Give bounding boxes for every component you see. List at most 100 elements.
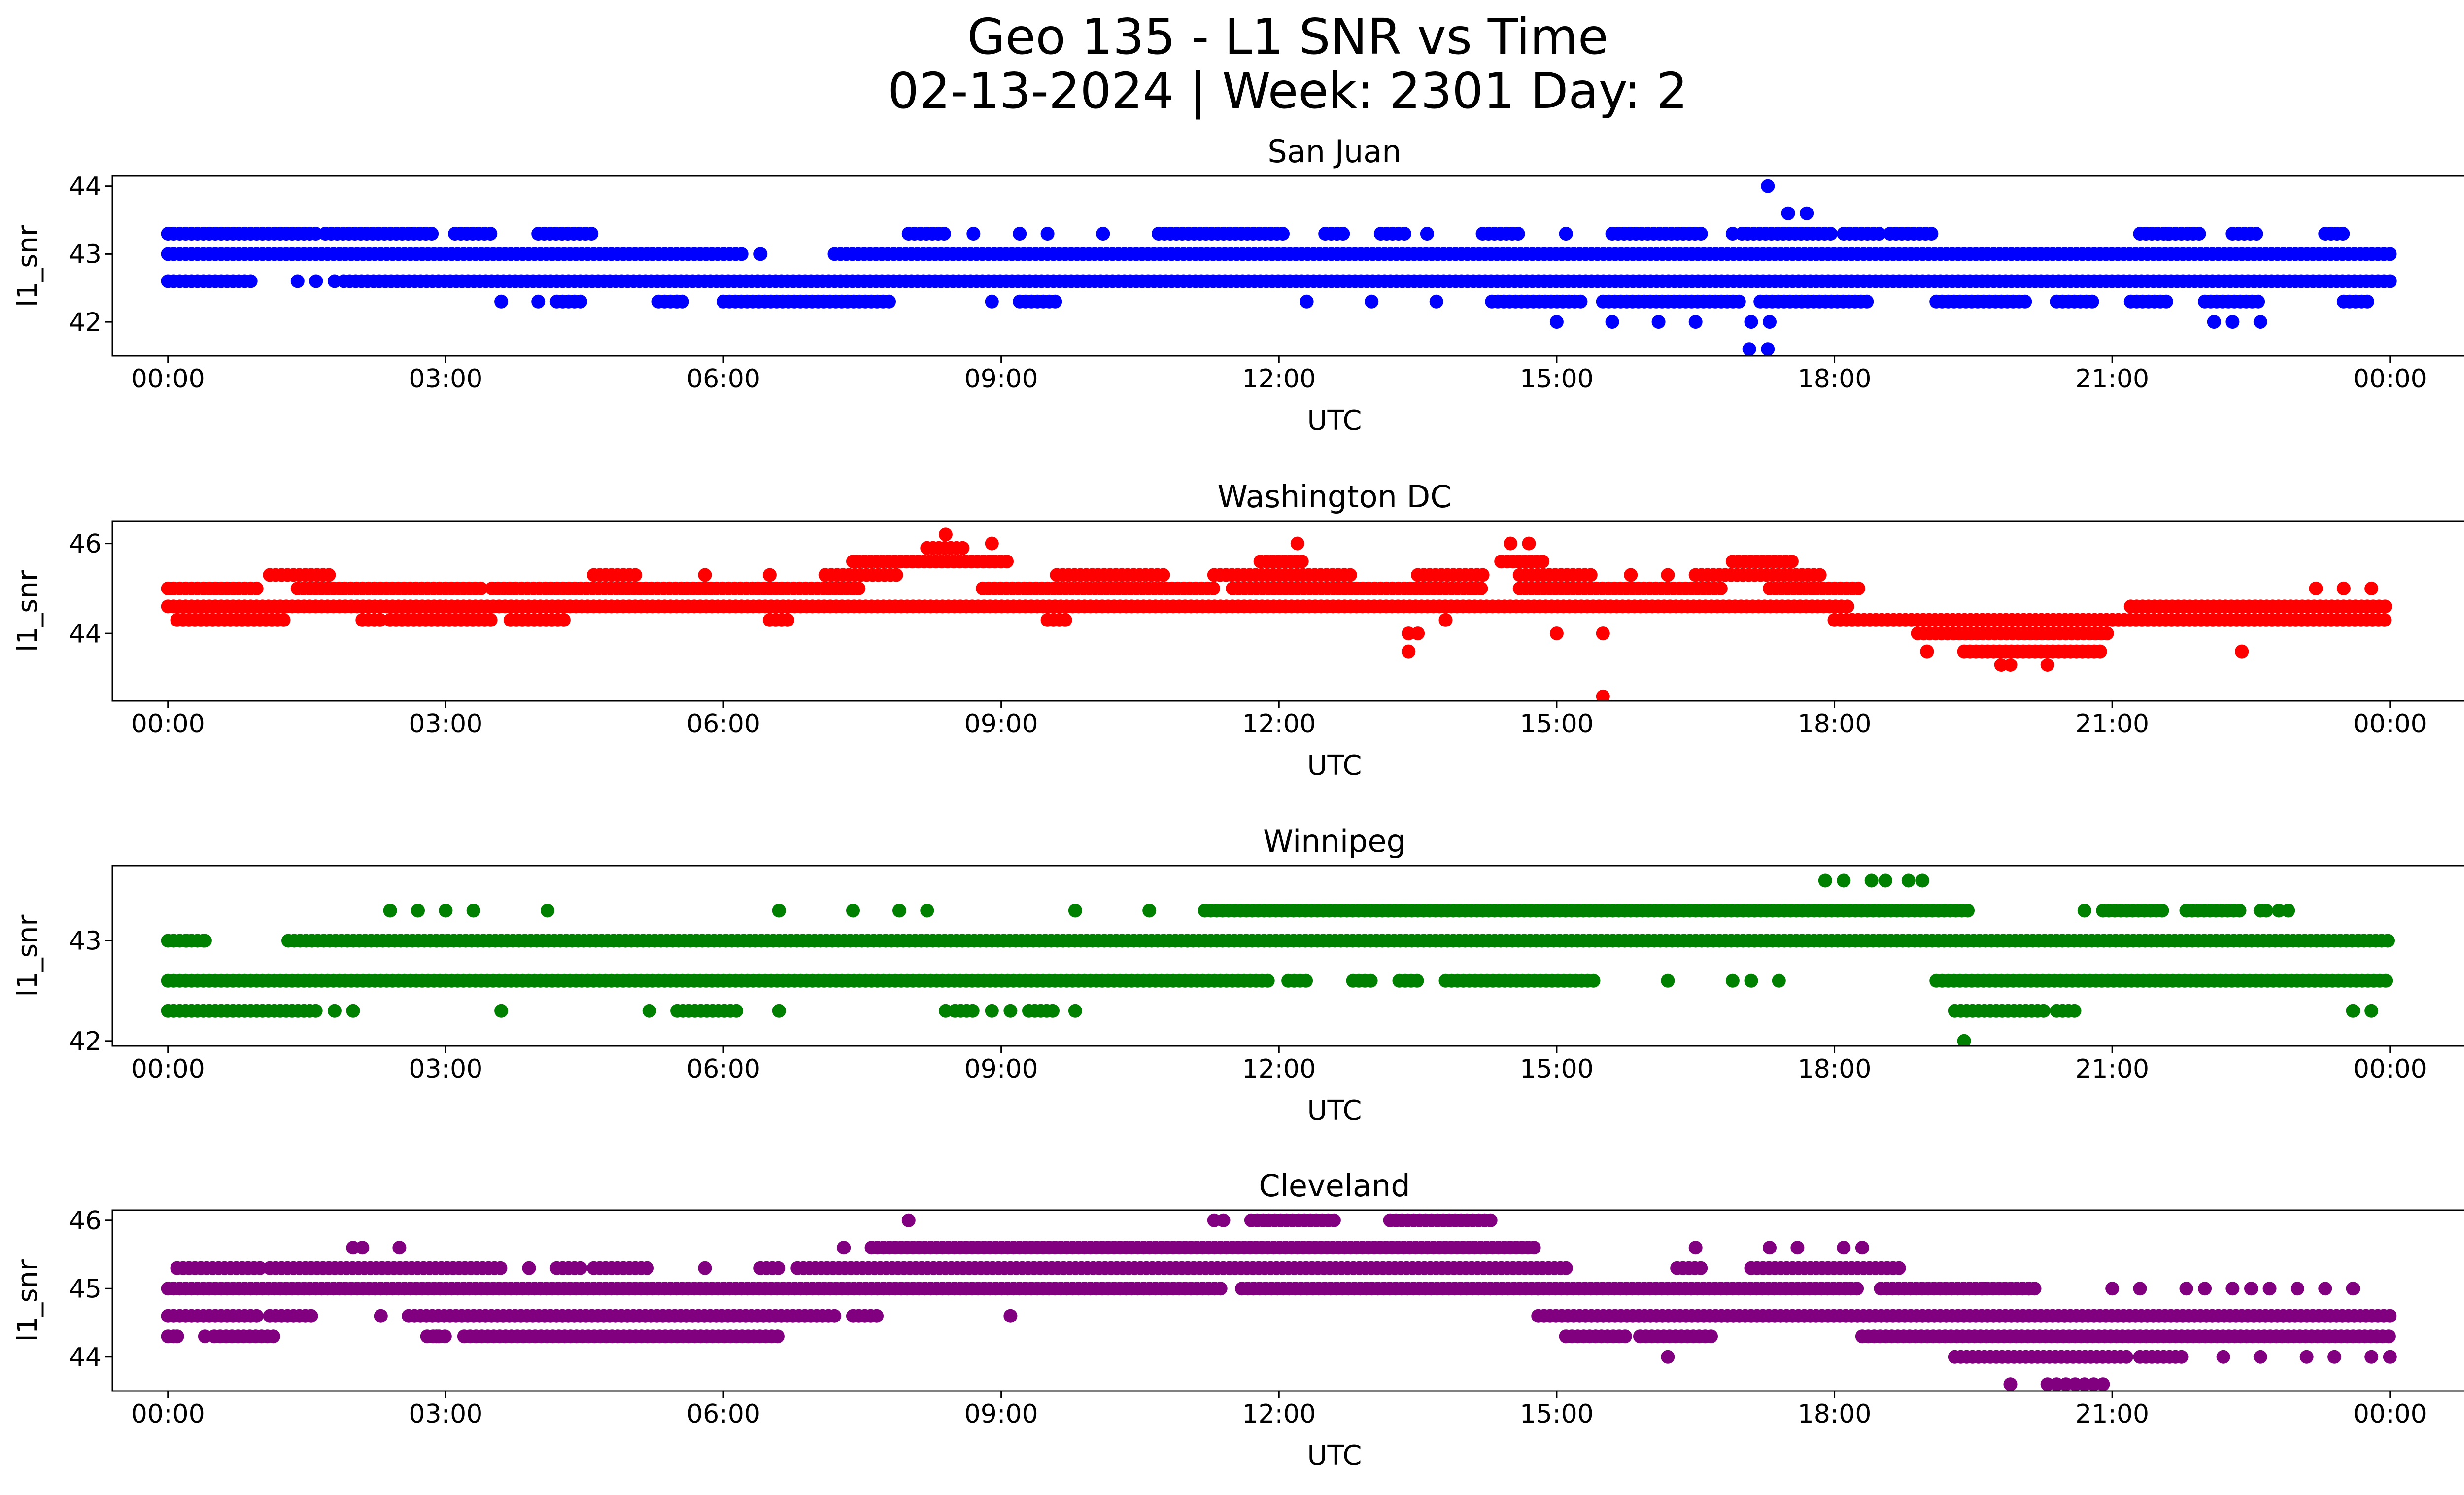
data-point (1763, 315, 1777, 329)
data-point (2119, 1350, 2133, 1364)
x-tick-label: 06:00 (686, 709, 760, 739)
data-point (1840, 599, 1854, 614)
data-point (483, 613, 498, 627)
data-point (355, 1241, 370, 1255)
figure-subtitle: 02-13-2024 | Week: 2301 Day: 2 (888, 62, 1688, 120)
data-point (852, 581, 866, 595)
figure-title: Geo 135 - L1 SNR vs Time (967, 8, 1608, 66)
data-point (1818, 873, 1832, 888)
x-tick-label: 00:00 (131, 709, 205, 739)
data-point (2281, 904, 2295, 918)
data-point (870, 1309, 884, 1323)
data-point (1504, 536, 1517, 551)
data-point (920, 904, 934, 918)
data-point (1694, 227, 1708, 241)
data-point (2192, 227, 2206, 241)
data-point (985, 294, 999, 309)
data-point (772, 904, 786, 918)
y-axis-label: l1_snr (12, 1259, 44, 1342)
x-tick-label: 15:00 (1520, 709, 1594, 739)
data-point (1536, 555, 1550, 569)
data-point (1299, 973, 1313, 988)
x-tick-label: 00:00 (2353, 1054, 2427, 1084)
data-point (1295, 555, 1309, 569)
data-point (2336, 227, 2350, 241)
data-point (2249, 227, 2263, 241)
data-point (1474, 581, 1488, 595)
data-point (2346, 1004, 2360, 1018)
data-point (1411, 626, 1425, 641)
data-point (1261, 973, 1275, 988)
data-point (1483, 1213, 1498, 1227)
data-point (772, 1004, 786, 1018)
data-point (1327, 1213, 1341, 1227)
data-point (2155, 904, 2169, 918)
data-point (2225, 1282, 2240, 1296)
data-point (1549, 626, 1564, 641)
data-point (309, 274, 323, 288)
x-axis-label: UTC (1307, 750, 1362, 782)
data-point (1823, 227, 1838, 241)
data-point (1605, 315, 1619, 329)
data-point (1851, 581, 1865, 595)
x-tick-label: 06:00 (686, 1399, 760, 1429)
data-point (2244, 1282, 2258, 1296)
data-point (1837, 873, 1851, 888)
data-point (425, 227, 439, 241)
data-point (1837, 1241, 1851, 1255)
data-point (640, 1261, 654, 1275)
x-tick-label: 18:00 (1798, 709, 1872, 739)
y-tick-label: 44 (69, 619, 102, 649)
x-tick-label: 12:00 (1242, 364, 1316, 394)
data-point (1343, 568, 1357, 582)
data-point (889, 568, 903, 582)
data-point (2105, 1282, 2120, 1296)
x-tick-label: 09:00 (964, 709, 1038, 739)
data-point (1976, 1282, 1990, 1296)
data-point (1549, 315, 1564, 329)
data-point (1763, 1241, 1777, 1255)
subplot-title: Washington DC (1217, 479, 1451, 515)
data-point (2360, 294, 2374, 309)
data-point (1892, 1261, 1906, 1275)
data-point (2336, 581, 2351, 595)
data-point (429, 1329, 444, 1344)
data-point (1046, 1004, 1060, 1018)
data-point (373, 613, 387, 627)
data-point (2364, 581, 2379, 595)
data-point (2235, 644, 2249, 659)
x-tick-label: 03:00 (409, 364, 482, 394)
data-point (1618, 1329, 1632, 1344)
data-point (1813, 568, 1827, 582)
x-tick-label: 15:00 (1520, 364, 1594, 394)
data-point (2377, 613, 2392, 627)
data-point (1420, 227, 1434, 241)
data-point (2040, 658, 2054, 672)
data-point (383, 904, 397, 918)
axes-frame (111, 175, 2464, 357)
data-point (494, 294, 509, 309)
y-tick-label: 42 (69, 1027, 102, 1056)
data-point (698, 568, 712, 582)
data-point (2251, 294, 2265, 309)
data-point (770, 1329, 785, 1344)
data-point (1916, 873, 1929, 888)
data-point (2160, 227, 2175, 241)
data-point (1511, 227, 1525, 241)
data-point (1364, 973, 1378, 988)
x-axis-label: UTC (1307, 405, 1362, 437)
data-point (1901, 873, 1916, 888)
x-tick-label: 03:00 (409, 1054, 482, 1084)
x-axis-label: UTC (1307, 1095, 1362, 1127)
data-point (2299, 1350, 2314, 1364)
data-point (827, 1309, 842, 1323)
data-point (1574, 294, 1588, 309)
data-point (1586, 973, 1601, 988)
y-tick-label: 46 (69, 529, 102, 559)
subplot-title: San Juan (1267, 134, 1401, 170)
data-point (249, 1309, 264, 1323)
data-point (327, 1004, 342, 1018)
data-point (2327, 1350, 2342, 1364)
data-point (2225, 315, 2240, 329)
subplot-washington-dc: 00:00 03:00 06:00 09:00 12:00 15:00 18:00 21:00… (12, 479, 2464, 782)
